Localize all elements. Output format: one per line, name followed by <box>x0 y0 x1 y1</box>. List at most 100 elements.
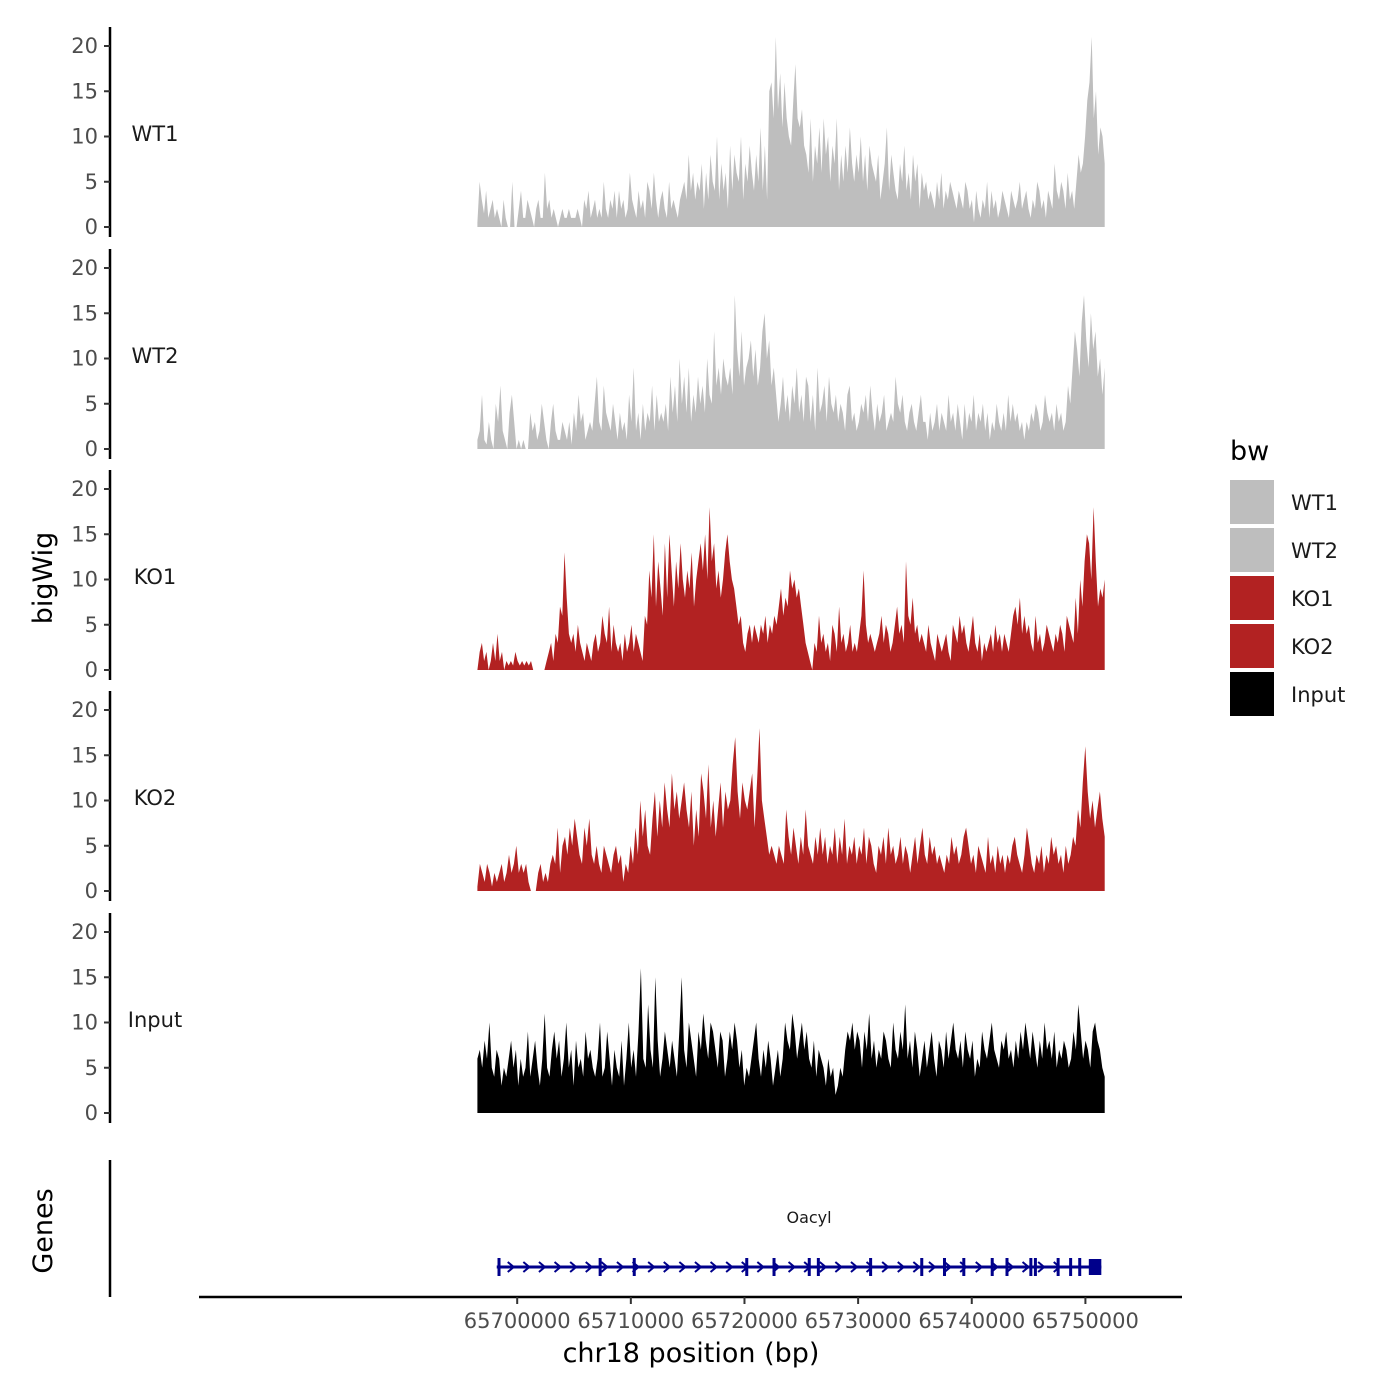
strand-arrow <box>787 1261 797 1273</box>
coverage-area-ko1 <box>477 507 1105 670</box>
track-wt2: 0 5 10 15 20 WT2 <box>71 248 1105 461</box>
strand-arrow <box>912 1261 921 1273</box>
gene-exon <box>962 1258 966 1276</box>
strand-arrow <box>928 1261 937 1273</box>
y-tick-label: 10 <box>71 347 98 371</box>
y-tick-label: 5 <box>85 613 98 637</box>
strand-arrow <box>507 1261 516 1273</box>
y-tick-label: 20 <box>71 34 98 58</box>
track-label-ko1: KO1 <box>134 565 177 589</box>
y-tick-label: 15 <box>71 965 98 989</box>
gene-exon <box>772 1258 776 1276</box>
gene-exon <box>1069 1258 1073 1276</box>
y-tick-label: 10 <box>71 125 98 149</box>
strand-arrow <box>881 1261 890 1273</box>
y-tick-label: 5 <box>85 834 98 858</box>
legend-label-wt1: WT1 <box>1291 491 1338 515</box>
genes-axis-title: Genes <box>28 1188 59 1273</box>
coverage-area-ko2 <box>477 728 1105 891</box>
track-ko1: 0 5 10 15 20 KO1 <box>71 469 1105 682</box>
gene-exon <box>598 1258 602 1276</box>
track-ko2: 0 5 10 15 20 KO2 <box>71 690 1105 903</box>
gene-exon <box>632 1258 636 1276</box>
strand-arrow <box>569 1261 578 1273</box>
legend: WT1 WT2 KO1 KO2 Input <box>1230 480 1345 716</box>
y-tick-label: 15 <box>71 301 98 325</box>
y-tick-label: 15 <box>71 79 98 103</box>
y-tick-label: 5 <box>85 1056 98 1080</box>
legend-title: bw <box>1230 436 1269 467</box>
y-tick-label: 20 <box>71 477 98 501</box>
y-tick-label: 10 <box>71 789 98 813</box>
gene-exon <box>1078 1258 1082 1276</box>
legend-label-ko2: KO2 <box>1291 635 1334 659</box>
strand-arrow <box>897 1261 906 1273</box>
strand-arrow <box>850 1261 859 1273</box>
gene-exon <box>990 1258 994 1276</box>
y-tick-label: 10 <box>71 1011 98 1035</box>
strand-arrow <box>865 1261 875 1273</box>
strand-arrow <box>756 1261 765 1273</box>
y-tick-label: 5 <box>85 170 98 194</box>
track-label-wt1: WT1 <box>132 122 179 146</box>
track-label-wt2: WT2 <box>132 344 179 368</box>
x-tick-label: 65700000 <box>464 1309 571 1333</box>
x-axis-title: chr18 position (bp) <box>563 1338 820 1369</box>
strand-arrow <box>663 1261 672 1273</box>
y-tick-label: 0 <box>85 437 98 461</box>
legend-key-ko1 <box>1230 576 1274 620</box>
x-tick-label: 65720000 <box>691 1309 798 1333</box>
gene-exon <box>497 1258 501 1276</box>
strand-arrow <box>1053 1261 1062 1273</box>
legend-label-wt2: WT2 <box>1291 539 1338 563</box>
gene-exon <box>942 1258 946 1276</box>
y-axis-title: bigWig <box>28 532 59 625</box>
strand-arrow <box>725 1261 734 1273</box>
strand-arrow <box>522 1261 531 1273</box>
track-label-input: Input <box>128 1008 182 1032</box>
gene-exon <box>1056 1258 1060 1276</box>
tracks-group: 0 5 10 15 20 WT1 0 5 10 15 20 WT2 0 5 10 15 20 KO1 0 5 10 15 2… <box>71 26 1105 1125</box>
gene-last-exon <box>1088 1259 1102 1275</box>
gene-exon <box>816 1258 820 1276</box>
strand-arrow <box>819 1261 828 1273</box>
x-tick-label: 65730000 <box>805 1309 912 1333</box>
strand-arrow <box>616 1261 625 1273</box>
strand-arrow <box>834 1261 843 1273</box>
strand-arrow <box>975 1261 984 1273</box>
y-tick-label: 0 <box>85 215 98 239</box>
y-tick-label: 10 <box>71 568 98 592</box>
x-tick-label: 65710000 <box>577 1309 684 1333</box>
coverage-area-wt2 <box>477 295 1105 449</box>
legend-key-input <box>1230 672 1274 716</box>
strand-arrow <box>585 1261 594 1273</box>
legend-key-wt1 <box>1230 480 1274 524</box>
legend-label-ko1: KO1 <box>1291 587 1334 611</box>
gene-name-label: Oacyl <box>786 1208 831 1227</box>
gene-exon <box>745 1258 749 1276</box>
strand-arrow <box>678 1261 687 1273</box>
y-tick-label: 0 <box>85 879 98 903</box>
x-axis: 65700000 65710000 65720000 65730000 65740000… <box>199 1295 1182 1333</box>
x-tick-label: 65740000 <box>918 1309 1025 1333</box>
strand-arrow <box>647 1261 656 1273</box>
strand-arrow <box>709 1261 719 1273</box>
strand-arrow <box>694 1261 703 1273</box>
strand-arrow <box>943 1261 953 1273</box>
coverage-area-wt1 <box>477 36 1105 228</box>
y-tick-label: 20 <box>71 698 98 722</box>
strand-arrow <box>1021 1261 1031 1273</box>
x-tick-label: 65750000 <box>1032 1309 1139 1333</box>
legend-key-wt2 <box>1230 528 1274 572</box>
gene-exon <box>807 1258 811 1276</box>
gene-exon <box>869 1258 873 1276</box>
track-input: 0 5 10 15 20 Input <box>71 912 1105 1125</box>
strand-arrow <box>538 1261 547 1273</box>
y-tick-label: 0 <box>85 1101 98 1125</box>
y-tick-label: 20 <box>71 920 98 944</box>
y-tick-label: 15 <box>71 522 98 546</box>
y-tick-label: 15 <box>71 743 98 767</box>
y-tick-label: 20 <box>71 256 98 280</box>
y-tick-label: 5 <box>85 392 98 416</box>
